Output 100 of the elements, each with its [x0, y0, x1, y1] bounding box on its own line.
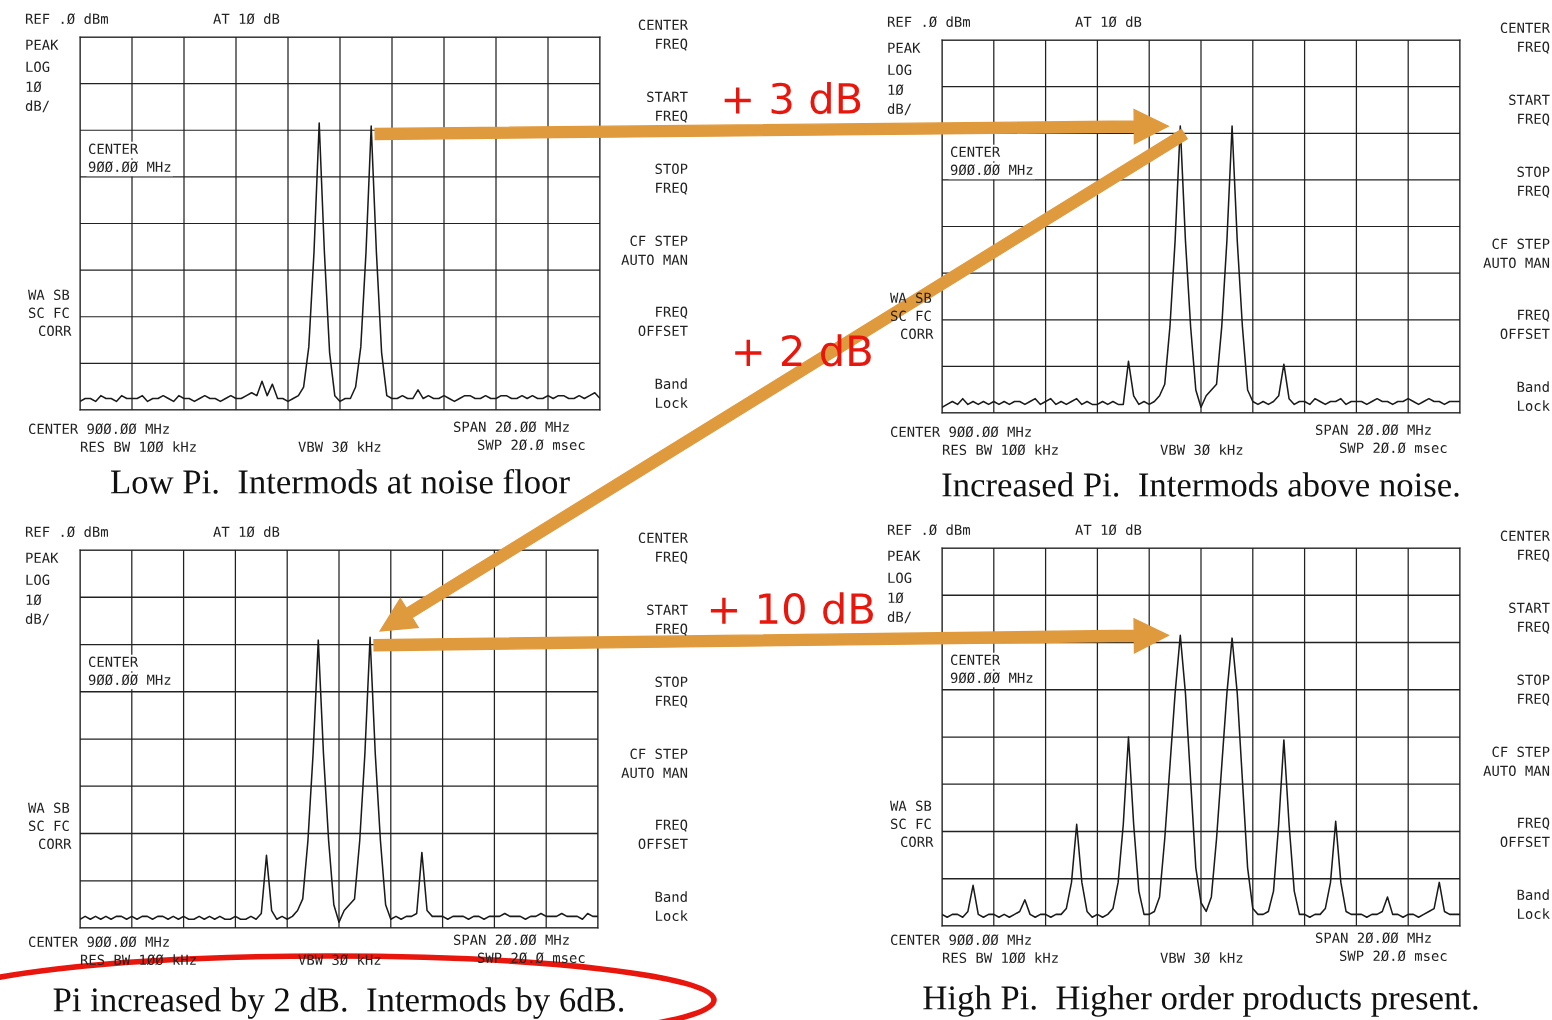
- annotation: CENTER: [950, 654, 1001, 666]
- text: SPAN 2Ø.ØØ MHz: [1315, 932, 1431, 944]
- text: LOG: [26, 574, 50, 586]
- text: CENTER 9ØØ.ØØ MHz: [890, 934, 1031, 946]
- text: FREQ: [656, 695, 688, 708]
- text: CF STEP: [630, 748, 688, 760]
- text: FREQ: [656, 182, 688, 195]
- text: STOP: [1517, 166, 1550, 178]
- text: CENTER: [1500, 530, 1550, 542]
- text: FREQ: [1518, 113, 1550, 126]
- text: STOP: [655, 163, 688, 175]
- text: SPAN 2Ø.ØØ MHz: [453, 421, 569, 433]
- text: AUTO MAN: [621, 254, 688, 266]
- text: FREQ: [1518, 309, 1550, 322]
- annotation: CENTER: [950, 146, 1001, 158]
- text: Band: [1517, 381, 1549, 393]
- text: START: [647, 604, 688, 616]
- annotation: 9ØØ.ØØ MHz: [950, 672, 1033, 684]
- text: CENTER 9ØØ.ØØ MHz: [28, 936, 169, 948]
- text: REF .Ø dBm: [887, 524, 970, 536]
- text: FREQ: [1518, 621, 1550, 634]
- text: OFFSET: [1500, 328, 1550, 340]
- text: CENTER 9ØØ.ØØ MHz: [28, 423, 169, 435]
- text: WA SB: [28, 289, 70, 301]
- text: LOG: [888, 64, 912, 76]
- text: FREQ: [1518, 549, 1550, 562]
- text: WA SB: [28, 802, 70, 814]
- text: AT 1Ø dB: [1075, 524, 1142, 536]
- text: SPAN 2Ø.ØØ MHz: [453, 934, 569, 946]
- text: AUTO MAN: [1483, 765, 1550, 777]
- text: 1Ø: [888, 592, 904, 604]
- text: AT 1Ø dB: [1075, 16, 1142, 28]
- text: Pi increased by 2 dB. Intermods by 6dB.: [53, 987, 624, 1019]
- text: CENTER: [638, 19, 688, 31]
- text: REF .Ø dBm: [25, 526, 108, 538]
- text: RES BW 1ØØ kHz: [80, 441, 196, 453]
- text: STOP: [655, 676, 688, 688]
- text: RES BW 1ØØ kHz: [942, 952, 1058, 964]
- text: START: [1509, 602, 1550, 614]
- text: LOG: [888, 572, 912, 584]
- text: AUTO MAN: [1483, 257, 1550, 269]
- text: OFFSET: [638, 325, 688, 337]
- annotation: 9ØØ.ØØ MHz: [88, 674, 171, 686]
- text: FREQ: [656, 110, 688, 123]
- text: VBW 3Ø kHz: [298, 441, 381, 453]
- annotation: 9ØØ.ØØ MHz: [950, 164, 1033, 176]
- text: SC FC: [890, 818, 931, 830]
- text: + 3 dB: [724, 81, 861, 115]
- text: CF STEP: [1492, 746, 1550, 758]
- text: REF .Ø dBm: [887, 16, 970, 28]
- text: CENTER: [1500, 22, 1550, 34]
- text: RES BW 1ØØ kHz: [942, 444, 1058, 456]
- text: VBW 3Ø kHz: [1160, 952, 1243, 964]
- text: dB/: [887, 103, 912, 116]
- text: Lock: [1518, 400, 1550, 412]
- text: AT 1Ø dB: [213, 526, 280, 538]
- text: FREQ: [1518, 41, 1550, 54]
- text: FREQ: [1518, 185, 1550, 198]
- text: Lock: [1518, 908, 1550, 920]
- text: 1Ø: [26, 81, 42, 93]
- text: FREQ: [656, 306, 688, 319]
- text: Band: [655, 891, 687, 903]
- text: Band: [655, 378, 687, 390]
- text: CENTER: [638, 532, 688, 544]
- text: SWP 2Ø.Ø msec: [1339, 442, 1447, 454]
- text: 1Ø: [26, 594, 42, 606]
- text: Low Pi. Intermods at noise floor: [111, 468, 570, 494]
- text: CORR: [900, 836, 934, 848]
- annotation: CENTER: [88, 143, 139, 155]
- text: Lock: [656, 910, 688, 922]
- text: OFFSET: [638, 838, 688, 850]
- text: REF .Ø dBm: [25, 13, 108, 25]
- text: 1Ø: [888, 84, 904, 96]
- text: SWP 2Ø.Ø msec: [477, 439, 585, 451]
- text: SC FC: [890, 310, 931, 322]
- text: AUTO MAN: [621, 767, 688, 779]
- text: SC FC: [28, 307, 69, 319]
- text: dB/: [25, 100, 50, 113]
- text: SPAN 2Ø.ØØ MHz: [1315, 424, 1431, 436]
- text: START: [1509, 94, 1550, 106]
- text: FREQ: [656, 551, 688, 564]
- text: Increased Pi. Intermods above noise.: [942, 472, 1459, 497]
- text: Lock: [656, 397, 688, 409]
- annotation: CENTER: [88, 656, 139, 668]
- text: STOP: [1517, 674, 1550, 686]
- text: CORR: [38, 838, 72, 850]
- text: AT 1Ø dB: [213, 13, 280, 25]
- text: PEAK: [26, 39, 59, 50]
- text: VBW 3Ø kHz: [1160, 444, 1243, 456]
- text: SWP 2Ø.Ø msec: [1339, 950, 1447, 962]
- text: FREQ: [656, 623, 688, 636]
- text: FREQ: [656, 819, 688, 832]
- text: CENTER 9ØØ.ØØ MHz: [890, 426, 1031, 438]
- text: CORR: [900, 328, 934, 340]
- text: CF STEP: [630, 235, 688, 247]
- text: + 10 dB: [710, 592, 873, 625]
- text: High Pi. Higher order products present.: [923, 985, 1478, 1017]
- text: OFFSET: [1500, 836, 1550, 848]
- text: WA SB: [890, 292, 932, 304]
- text: Band: [1517, 889, 1549, 901]
